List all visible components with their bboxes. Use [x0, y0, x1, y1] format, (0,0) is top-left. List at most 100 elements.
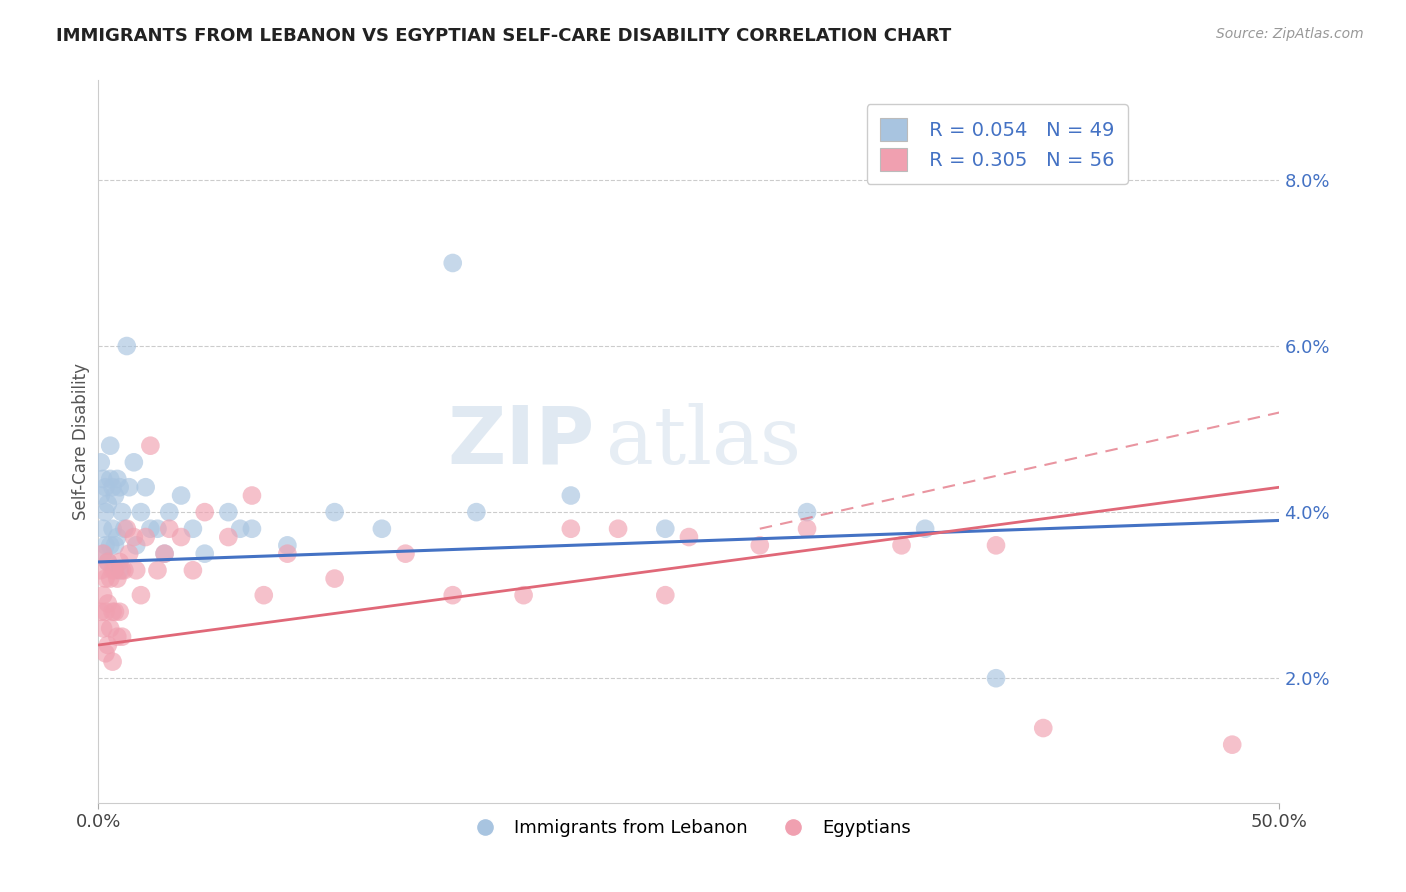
Point — [181, 563, 204, 577]
Point — [323, 572, 346, 586]
Point — [91, 588, 114, 602]
Point — [97, 638, 120, 652]
Point — [748, 538, 770, 552]
Point — [115, 522, 138, 536]
Point — [91, 547, 114, 561]
Point — [157, 522, 180, 536]
Point — [153, 547, 176, 561]
Point — [105, 530, 128, 544]
Point — [146, 563, 169, 577]
Point — [108, 563, 131, 577]
Text: IMMIGRANTS FROM LEBANON VS EGYPTIAN SELF-CARE DISABILITY CORRELATION CHART: IMMIGRANTS FROM LEBANON VS EGYPTIAN SELF… — [56, 27, 952, 45]
Point — [94, 646, 117, 660]
Point — [101, 563, 124, 577]
Point — [105, 572, 128, 586]
Point — [97, 597, 120, 611]
Point — [170, 489, 193, 503]
Point — [181, 522, 204, 536]
Point — [441, 588, 464, 602]
Point — [276, 547, 298, 561]
Point — [122, 455, 145, 469]
Point — [129, 505, 152, 519]
Point — [97, 555, 120, 569]
Point — [104, 563, 127, 577]
Point — [94, 480, 117, 494]
Point — [240, 522, 263, 536]
Point — [654, 522, 676, 536]
Point — [240, 489, 263, 503]
Point — [98, 439, 121, 453]
Text: Source: ZipAtlas.com: Source: ZipAtlas.com — [1216, 27, 1364, 41]
Point — [90, 455, 112, 469]
Point — [512, 588, 534, 602]
Point — [157, 505, 180, 519]
Point — [560, 522, 582, 536]
Point — [104, 489, 127, 503]
Point — [371, 522, 394, 536]
Point — [105, 472, 128, 486]
Point — [135, 480, 157, 494]
Point — [170, 530, 193, 544]
Point — [94, 605, 117, 619]
Point — [139, 522, 162, 536]
Point — [276, 538, 298, 552]
Point — [90, 489, 112, 503]
Point — [90, 563, 112, 577]
Point — [1220, 738, 1243, 752]
Point — [984, 671, 1007, 685]
Point — [135, 530, 157, 544]
Point — [229, 522, 252, 536]
Point — [194, 547, 217, 561]
Point — [94, 505, 117, 519]
Point — [111, 630, 134, 644]
Point — [98, 572, 121, 586]
Point — [91, 472, 114, 486]
Point — [91, 547, 114, 561]
Point — [90, 605, 112, 619]
Point — [101, 522, 124, 536]
Point — [111, 563, 134, 577]
Point — [101, 655, 124, 669]
Point — [118, 547, 141, 561]
Point — [104, 605, 127, 619]
Point — [146, 522, 169, 536]
Point — [796, 505, 818, 519]
Point — [1032, 721, 1054, 735]
Point — [153, 547, 176, 561]
Point — [984, 538, 1007, 552]
Point — [194, 505, 217, 519]
Point — [217, 530, 239, 544]
Point — [115, 339, 138, 353]
Point — [441, 256, 464, 270]
Point — [890, 538, 912, 552]
Point — [125, 563, 148, 577]
Point — [98, 538, 121, 552]
Point — [253, 588, 276, 602]
Point — [101, 605, 124, 619]
Point — [97, 497, 120, 511]
Point — [97, 555, 120, 569]
Point — [560, 489, 582, 503]
Point — [217, 505, 239, 519]
Point — [796, 522, 818, 536]
Point — [654, 588, 676, 602]
Point — [112, 563, 135, 577]
Text: atlas: atlas — [606, 402, 801, 481]
Point — [108, 480, 131, 494]
Legend: Immigrants from Lebanon, Egyptians: Immigrants from Lebanon, Egyptians — [460, 812, 918, 845]
Point — [104, 538, 127, 552]
Point — [91, 621, 114, 635]
Point — [678, 530, 700, 544]
Point — [139, 439, 162, 453]
Point — [118, 480, 141, 494]
Point — [323, 505, 346, 519]
Point — [125, 538, 148, 552]
Point — [112, 522, 135, 536]
Point — [94, 572, 117, 586]
Point — [394, 547, 416, 561]
Point — [98, 472, 121, 486]
Point — [108, 555, 131, 569]
Point — [129, 588, 152, 602]
Point — [111, 505, 134, 519]
Point — [108, 605, 131, 619]
